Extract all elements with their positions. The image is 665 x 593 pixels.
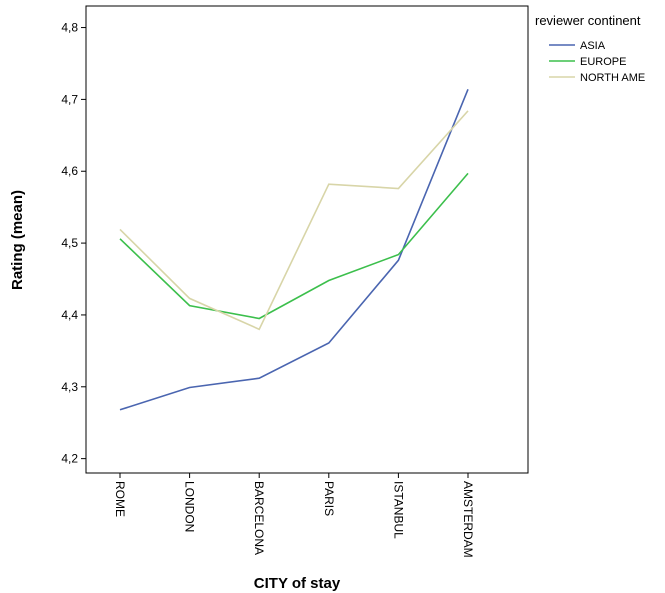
legend-label: ASIA — [580, 40, 606, 52]
series-lines — [119, 88, 469, 411]
y-tick-label: 4,2 — [61, 452, 78, 466]
y-tick-label: 4,5 — [61, 236, 78, 250]
series-line — [119, 172, 469, 320]
x-tick-label: AMSTERDAM — [461, 481, 475, 558]
legend-items: ASIA EUROPE NORTH AME — [549, 40, 645, 84]
x-tick-label: LONDON — [183, 481, 197, 532]
legend-title: reviewer continent — [535, 13, 641, 28]
y-tick-label: 4,8 — [61, 21, 78, 35]
y-tick-label: 4,7 — [61, 92, 78, 106]
x-axis: ROME LONDON BARCELONA PARIS ISTANBUL AMSTERDA… — [113, 473, 475, 558]
x-tick-label: ISTANBUL — [391, 481, 405, 539]
y-axis: 4,2 4,3 4,4 4,5 4,6 4,7 4,8 — [61, 21, 86, 466]
series-line — [119, 88, 469, 411]
x-tick-label: PARIS — [322, 481, 336, 516]
y-tick-label: 4,4 — [61, 308, 78, 322]
legend: reviewer continent ASIA EUROPE NORTH AME — [535, 13, 645, 84]
y-tick-label: 4,3 — [61, 380, 78, 394]
y-tick-label: 4,6 — [61, 164, 78, 178]
x-tick-label: BARCELONA — [252, 481, 266, 555]
y-axis-title: Rating (mean) — [9, 190, 26, 290]
series-line — [119, 110, 469, 331]
plot-frame — [85, 5, 529, 474]
x-tick-label: ROME — [113, 481, 127, 517]
legend-label: EUROPE — [580, 56, 626, 68]
legend-label: NORTH AME — [580, 72, 645, 84]
x-axis-title: CITY of stay — [254, 575, 341, 592]
